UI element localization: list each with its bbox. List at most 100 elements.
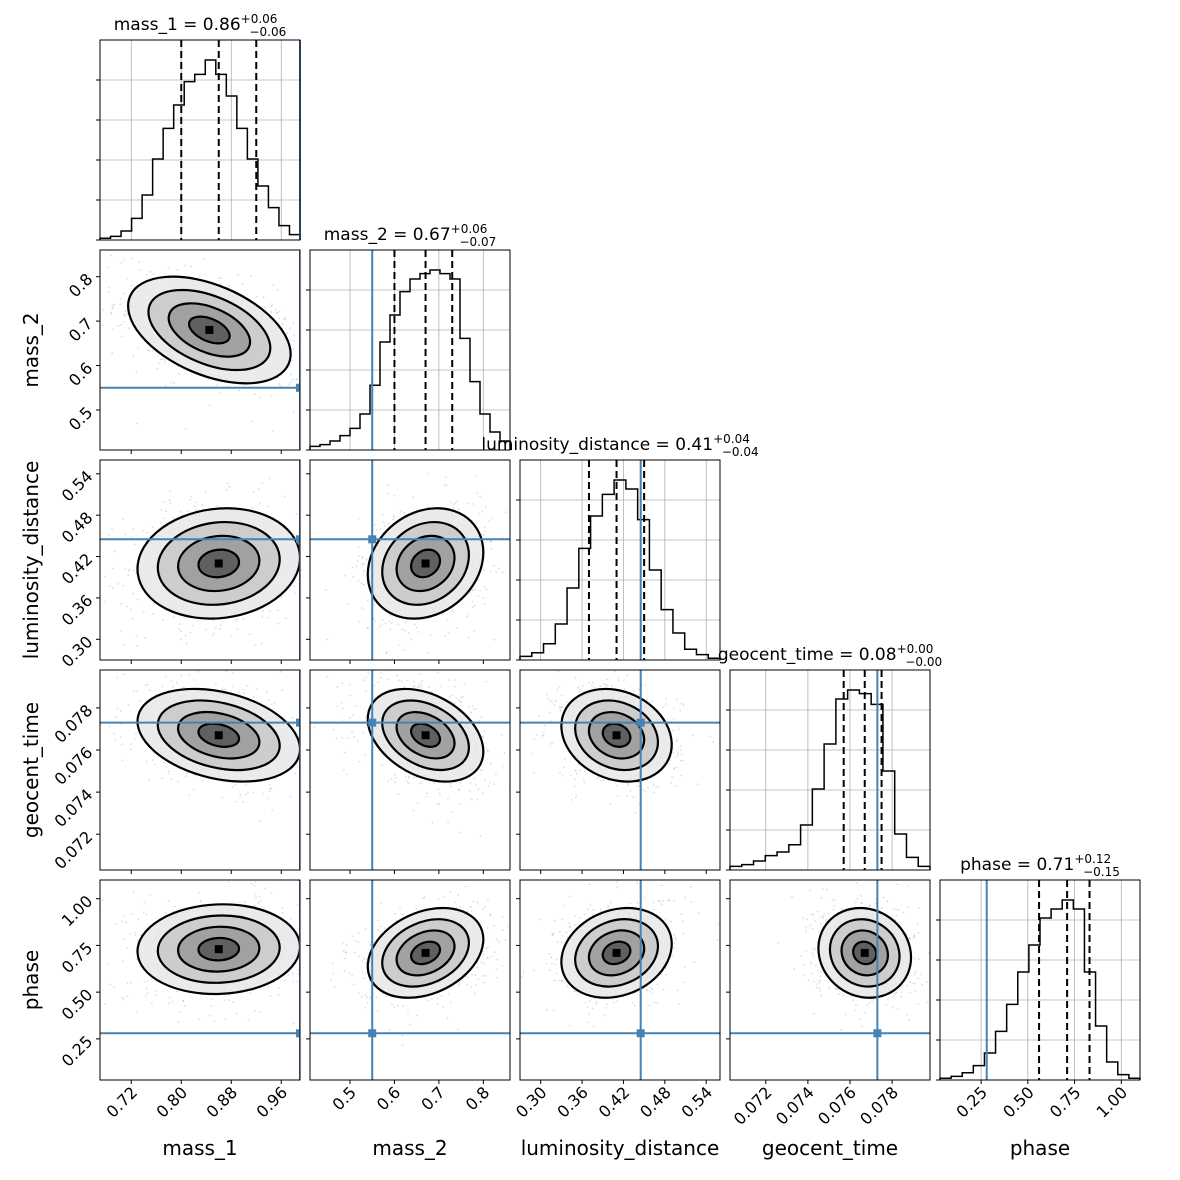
- sample-point: [235, 800, 238, 803]
- sample-point: [471, 589, 474, 592]
- sample-point: [116, 708, 119, 710]
- sample-point: [501, 754, 503, 756]
- sample-point: [261, 482, 264, 485]
- sample-point: [336, 788, 338, 790]
- sample-point: [679, 745, 682, 748]
- sample-point: [180, 630, 182, 632]
- sample-point: [397, 623, 400, 626]
- sample-point: [163, 761, 166, 764]
- sample-point: [162, 500, 165, 503]
- sample-point: [626, 674, 629, 677]
- sample-point: [231, 786, 234, 788]
- sample-point: [380, 623, 383, 626]
- sample-point: [259, 396, 261, 399]
- sample-point: [74, 704, 76, 706]
- sample-point: [677, 728, 680, 731]
- sample-point: [470, 711, 472, 714]
- sample-point: [239, 796, 242, 799]
- sample-point: [111, 328, 114, 331]
- sample-point: [269, 790, 271, 793]
- sample-point: [541, 735, 544, 737]
- density-peak: [421, 731, 430, 740]
- sample-point: [239, 793, 242, 796]
- sample-point: [259, 1011, 262, 1014]
- sample-point: [511, 536, 513, 538]
- sample-point: [652, 791, 655, 794]
- sample-point: [318, 920, 320, 922]
- contour-line: [410, 548, 442, 579]
- sample-point: [219, 624, 222, 627]
- sample-point: [133, 738, 136, 741]
- sample-point: [253, 904, 256, 907]
- sample-point: [142, 529, 145, 532]
- sample-point: [170, 381, 172, 384]
- sample-point: [471, 705, 474, 707]
- sample-point: [558, 706, 561, 708]
- title-mass_2: mass_2 = 0.67+0.06 −0.07: [324, 222, 496, 249]
- sample-point: [482, 735, 485, 738]
- sample-point: [637, 694, 640, 696]
- sample-point: [146, 349, 149, 352]
- contour-line: [601, 722, 632, 748]
- sample-point: [436, 803, 439, 805]
- grid: [520, 460, 720, 660]
- title-geocent_time: geocent_time = 0.08+0.00 −0.00: [718, 642, 942, 669]
- sample-point: [122, 292, 125, 295]
- sample-point: [459, 701, 462, 703]
- sample-point: [286, 332, 289, 335]
- sample-point: [336, 685, 339, 688]
- sample-point: [611, 685, 614, 687]
- sample-point: [396, 674, 399, 677]
- sample-point: [680, 774, 683, 777]
- sample-point: [472, 588, 475, 591]
- sample-point: [269, 995, 272, 998]
- sample-point: [383, 525, 386, 527]
- sample-point: [253, 393, 256, 395]
- sample-point: [278, 383, 281, 386]
- contour-line: [177, 534, 261, 593]
- sample-point: [474, 588, 477, 591]
- sample-point: [227, 881, 230, 884]
- sample-point: [111, 528, 113, 530]
- sample-point: [165, 765, 168, 768]
- contour-line: [156, 699, 281, 772]
- sample-point: [389, 614, 391, 617]
- sample-point: [583, 782, 586, 784]
- sample-point: [125, 277, 128, 280]
- sample-point: [546, 693, 548, 696]
- sample-point: [347, 736, 350, 739]
- sample-point: [242, 617, 245, 620]
- sample-point: [271, 304, 274, 307]
- panel-mass_2-geocent_time: [306, 662, 511, 874]
- sample-point: [419, 682, 421, 685]
- sample-point: [255, 896, 257, 899]
- sample-point: [103, 600, 106, 603]
- sample-point: [433, 782, 436, 785]
- sample-point: [408, 775, 410, 778]
- sample-point: [446, 618, 449, 621]
- sample-point: [419, 672, 422, 675]
- sample-point: [357, 579, 360, 582]
- sample-point: [159, 521, 162, 524]
- sample-point: [127, 327, 130, 330]
- panel-frame: [519, 669, 721, 871]
- sample-point: [256, 295, 258, 298]
- sample-point: [365, 676, 368, 679]
- sample-point: [316, 739, 318, 741]
- sample-point: [597, 661, 599, 663]
- sample-point: [341, 707, 344, 710]
- sample-point: [397, 793, 400, 795]
- sample-point: [463, 683, 466, 686]
- sample-point: [264, 306, 267, 309]
- sample-point: [96, 265, 98, 267]
- sample-point: [320, 916, 322, 918]
- sample-point: [310, 703, 312, 705]
- sample-point: [253, 893, 256, 896]
- sample-point: [183, 1005, 186, 1008]
- sample-point: [249, 992, 252, 995]
- sample-point: [296, 378, 299, 381]
- panel-luminosity_distance-geocent_time: [501, 661, 721, 874]
- sample-point: [417, 662, 419, 664]
- sample-point: [481, 510, 484, 513]
- sample-point: [124, 533, 127, 536]
